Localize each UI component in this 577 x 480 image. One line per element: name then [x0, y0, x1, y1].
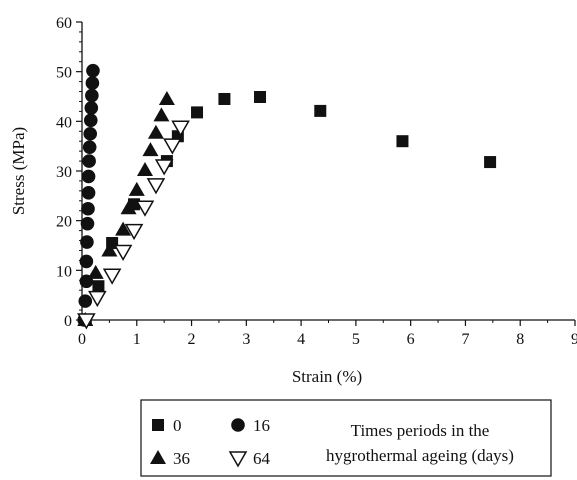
data-point-circle [84, 101, 99, 115]
x-tick-label: 5 [352, 331, 360, 348]
data-point-triangle-up [147, 124, 164, 139]
y-tick-label: 10 [56, 263, 72, 280]
data-point-circle [83, 126, 98, 141]
legend-label: 0 [173, 416, 182, 435]
data-point-circle [83, 113, 98, 128]
axes: 0 1 2 3 4 5 6 7 8 9 0 10 20 30 40 50 60 [56, 15, 577, 348]
data-point-triangle-up [120, 200, 137, 215]
data-point-square [396, 135, 409, 148]
data-point-triangle-down-open [163, 138, 182, 155]
legend-label: 16 [253, 416, 270, 435]
data-point-triangle-down-open [154, 159, 174, 176]
y-tick-label: 50 [56, 65, 72, 82]
y-tick-label: 40 [56, 114, 72, 131]
x-tick-label: 9 [571, 331, 577, 348]
y-tick-label: 30 [56, 164, 72, 181]
data-point-triangle-up [158, 90, 175, 105]
legend-title-line-2: hygrothermal ageing (days) [326, 446, 514, 465]
legend-label: 36 [173, 449, 190, 468]
data-point-square [191, 106, 204, 119]
data-point-circle [81, 201, 95, 216]
y-tick-label: 60 [56, 15, 72, 32]
x-tick-label: 1 [133, 331, 141, 348]
x-tick-label: 4 [297, 331, 305, 348]
legend-marker-triangle-up [150, 450, 166, 464]
data-point-circle [82, 140, 97, 154]
data-point-circle [80, 235, 94, 249]
data-point-circle [86, 63, 100, 78]
x-tick-label: 0 [78, 331, 86, 348]
x-axis-label: Strain (%) [292, 367, 362, 386]
data-points [77, 63, 497, 330]
data-point-triangle-down-open [171, 120, 190, 137]
data-point-triangle-up [142, 142, 159, 157]
x-tick-label: 7 [461, 331, 469, 348]
x-tick-label: 6 [407, 331, 415, 348]
data-point-triangle-up [153, 107, 170, 122]
data-point-triangle-up [136, 162, 153, 177]
legend-marker-triangle-down-open [228, 451, 248, 468]
data-point-triangle-up [101, 242, 118, 257]
data-point-square [218, 92, 231, 105]
data-point-circle [79, 254, 94, 269]
x-tick-label: 3 [242, 331, 250, 348]
data-point-triangle-down-open [102, 268, 122, 285]
data-point-triangle-down-open [88, 290, 107, 308]
legend-box [140, 399, 552, 477]
legend-title-line-1: Times periods in the [351, 421, 490, 440]
x-ticks: 0 1 2 3 4 5 6 7 8 9 [78, 320, 577, 348]
y-ticks: 0 10 20 30 40 50 60 [56, 15, 82, 330]
data-point-circle [82, 154, 96, 168]
data-point-square [314, 104, 327, 117]
data-point-circle [78, 294, 93, 308]
data-point-square [484, 156, 497, 169]
data-point-triangle-down-open [124, 223, 144, 241]
data-point-triangle-down-open [113, 244, 133, 261]
data-point-square [92, 280, 105, 293]
legend: 0 16 36 64 Times periods in the hygrotherma… [140, 399, 552, 477]
legend-marker-circle [231, 418, 245, 432]
legend-items: 0 16 36 64 [150, 416, 271, 468]
x-tick-label: 2 [188, 331, 196, 348]
y-axis-label: Stress (MPa) [9, 127, 28, 215]
legend-marker-square [152, 419, 164, 431]
data-point-triangle-down-open [77, 313, 96, 330]
y-tick-label: 20 [56, 214, 72, 231]
data-point-square [254, 90, 267, 103]
data-point-triangle-up [87, 264, 104, 279]
data-point-circle [81, 186, 96, 200]
data-point-triangle-up [115, 221, 132, 236]
x-tick-label: 8 [516, 331, 524, 348]
data-point-circle [85, 76, 100, 90]
data-point-circle [81, 169, 96, 184]
y-tick-label: 0 [64, 313, 72, 330]
data-point-circle [85, 88, 99, 103]
data-point-triangle-down-open [135, 200, 155, 217]
data-point-circle [80, 216, 95, 231]
legend-label: 64 [253, 449, 271, 468]
data-point-triangle-up [128, 181, 145, 196]
data-point-triangle-down-open [146, 178, 166, 195]
